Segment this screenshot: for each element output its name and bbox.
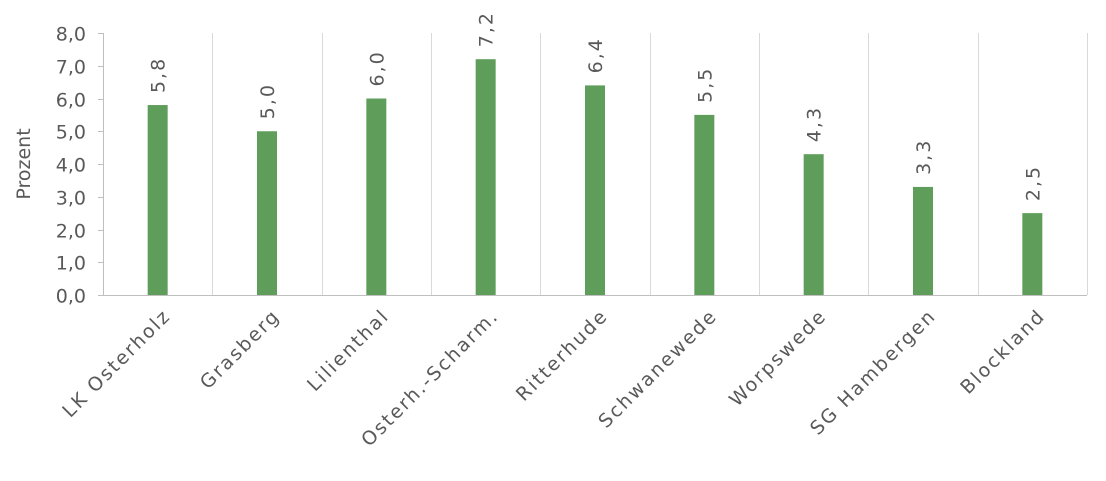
y-axis-title: Prozent <box>13 128 35 199</box>
data-label: 5,5 <box>694 67 716 103</box>
bar <box>1022 213 1043 295</box>
y-tick-label: 8,0 <box>56 24 86 46</box>
data-label: 6,4 <box>585 37 607 73</box>
category-label: Schwanewede <box>594 305 722 433</box>
y-tick-label: 1,0 <box>56 253 86 275</box>
category-label: LK Osterholz <box>58 305 175 422</box>
y-tick-label: 5,0 <box>56 122 86 144</box>
category-label: Grasberg <box>196 305 285 394</box>
bars <box>147 59 1043 296</box>
category-label: Lilienthal <box>303 305 394 396</box>
y-tick-label: 0,0 <box>56 286 86 308</box>
y-tick-label: 2,0 <box>56 221 86 243</box>
data-label: 5,8 <box>148 57 170 93</box>
data-label: 2,5 <box>1022 165 1044 201</box>
bar <box>257 131 277 295</box>
bar <box>475 59 496 296</box>
gridlines <box>103 33 1088 295</box>
data-label: 3,3 <box>913 139 935 175</box>
category-label: Ritterhude <box>512 305 613 406</box>
data-label: 4,3 <box>804 106 826 142</box>
data-label: 5,0 <box>257 83 279 119</box>
category-labels: LK Osterholz Grasberg LilienthalOsterh.-Sc… <box>58 305 1050 451</box>
bar <box>913 186 933 295</box>
bar <box>366 98 387 295</box>
data-label: 7,2 <box>476 11 498 47</box>
y-tick-label: 6,0 <box>56 90 86 112</box>
y-tick-label: 7,0 <box>56 57 86 79</box>
y-tick-labels: 0,0 1,0 2,0 3,0 4,0 5,0 6,0 7,0 8,0 <box>56 24 86 308</box>
category-label: Worpswede <box>725 305 831 411</box>
data-label: 6,0 <box>366 50 388 86</box>
bar <box>694 114 715 295</box>
bar <box>147 105 168 295</box>
category-label: Blockland <box>956 305 1050 399</box>
y-tick-label: 4,0 <box>56 155 86 177</box>
y-tick-label: 3,0 <box>56 188 86 210</box>
axes <box>98 33 1087 296</box>
bar <box>585 85 605 296</box>
bar <box>803 154 824 295</box>
data-labels: 5,8 5,0 6,0 7,2 6,4 5,5 4,3 3,3 2,5 <box>148 11 1045 201</box>
